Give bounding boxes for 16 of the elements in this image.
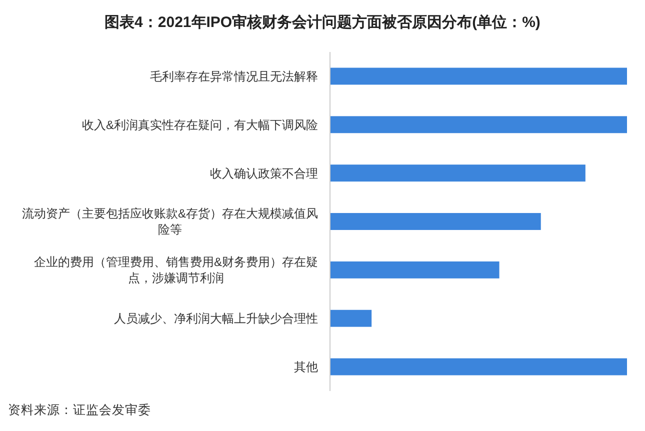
y-tick-label: 毛利率存在异常情况且无法解释 xyxy=(150,69,318,84)
bar xyxy=(330,68,627,85)
bar xyxy=(330,358,627,376)
bar xyxy=(330,261,500,278)
bar xyxy=(330,116,627,134)
text: 资料来源：证监会发审委 xyxy=(8,402,151,417)
y-tick-label: 收入确认政策不合理 xyxy=(210,166,318,180)
y-tick-label: 收入&利润真实性存在疑问，有大幅下调风险 xyxy=(82,118,318,132)
bar xyxy=(330,310,372,327)
bar xyxy=(330,213,541,230)
y-tick-label: 流动资产（主要包括应收账款&存货）存在大规模减值风险等 xyxy=(22,206,318,237)
chart-title: 图表4：2021年IPO审核财务会计问题方面被否原因分布(单位：%) xyxy=(104,13,540,31)
bar xyxy=(330,164,586,182)
y-tick-label: 企业的费用（管理费用、销售费用&财务费用）存在疑点，涉嫌调节利润 xyxy=(34,255,318,286)
y-tick-label: 人员减少、净利润大幅上升缺少合理性 xyxy=(114,312,318,326)
y-tick-label: 其他 xyxy=(294,360,318,374)
